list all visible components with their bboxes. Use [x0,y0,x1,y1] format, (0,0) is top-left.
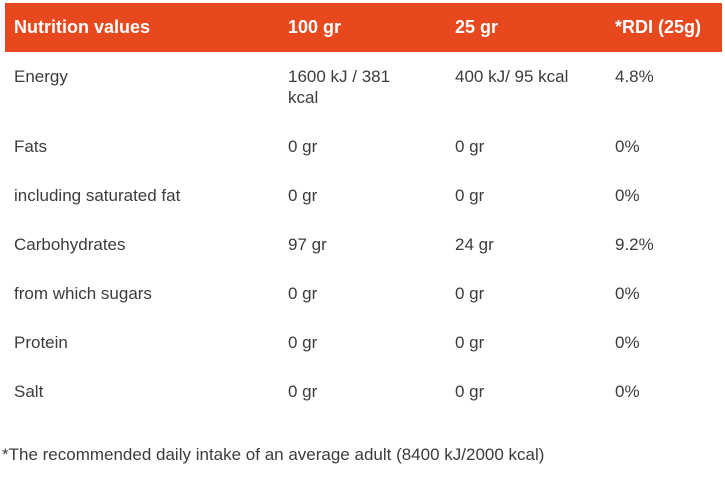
value-25gr: 0 gr [455,382,485,401]
value-100gr: 97 gr [288,235,327,254]
row-label: from which sugars [14,284,152,303]
row-label: Fats [14,137,48,156]
table-row-protein: Protein 0 gr 0 gr 0% [5,318,722,367]
header-100gr: 100 gr [288,3,455,52]
row-label: including saturated fat [14,186,181,205]
value-rdi: 0% [615,333,640,352]
rdi-footnote: *The recommended daily intake of an aver… [2,445,545,464]
value-rdi: 0% [615,284,640,303]
nutrition-table: Nutrition values 100 gr 25 gr *RDI (25g)… [5,3,722,416]
header-row: Nutrition values 100 gr 25 gr *RDI (25g) [5,3,722,52]
row-label: Salt [14,382,44,401]
value-100gr: 0 gr [288,284,318,303]
value-25gr: 24 gr [455,235,494,254]
header-rdi: *RDI (25g) [615,3,722,52]
value-100gr: 0 gr [288,186,318,205]
value-25gr: 0 gr [455,333,485,352]
value-rdi: 9.2% [615,235,654,254]
nutrition-table-header: Nutrition values 100 gr 25 gr *RDI (25g) [5,3,722,52]
header-25gr: 25 gr [455,3,615,52]
value-25gr: 0 gr [455,137,485,156]
value-25gr: 0 gr [455,284,485,303]
row-label: Energy [14,67,68,86]
value-100gr: 0 gr [288,137,318,156]
value-25gr: 400 kJ/ 95 kcal [455,67,569,86]
table-row-salt: Salt 0 gr 0 gr 0% [5,367,722,416]
value-100gr: 1600 kJ / 381 kcal [288,52,455,122]
row-label: Carbohydrates [14,235,126,254]
nutrition-table-body: Energy 1600 kJ / 381 kcal 400 kJ/ 95 kca… [5,52,722,416]
value-25gr: 0 gr [455,186,485,205]
row-label: Protein [14,333,68,352]
table-row-fats: Fats 0 gr 0 gr 0% [5,122,722,171]
header-nutrition-values: Nutrition values [5,3,288,52]
value-100gr: 0 gr [288,382,318,401]
value-rdi: 0% [615,382,640,401]
table-row-sugars: from which sugars 0 gr 0 gr 0% [5,269,722,318]
value-100gr: 0 gr [288,333,318,352]
value-100gr-text: 1600 kJ / 381 kcal [288,67,391,107]
table-row-energy: Energy 1600 kJ / 381 kcal 400 kJ/ 95 kca… [5,52,722,122]
value-rdi: 4.8% [615,67,654,86]
table-row-saturated-fat: including saturated fat 0 gr 0 gr 0% [5,171,722,220]
value-rdi: 0% [615,137,640,156]
table-row-carbohydrates: Carbohydrates 97 gr 24 gr 9.2% [5,220,722,269]
value-rdi: 0% [615,186,640,205]
